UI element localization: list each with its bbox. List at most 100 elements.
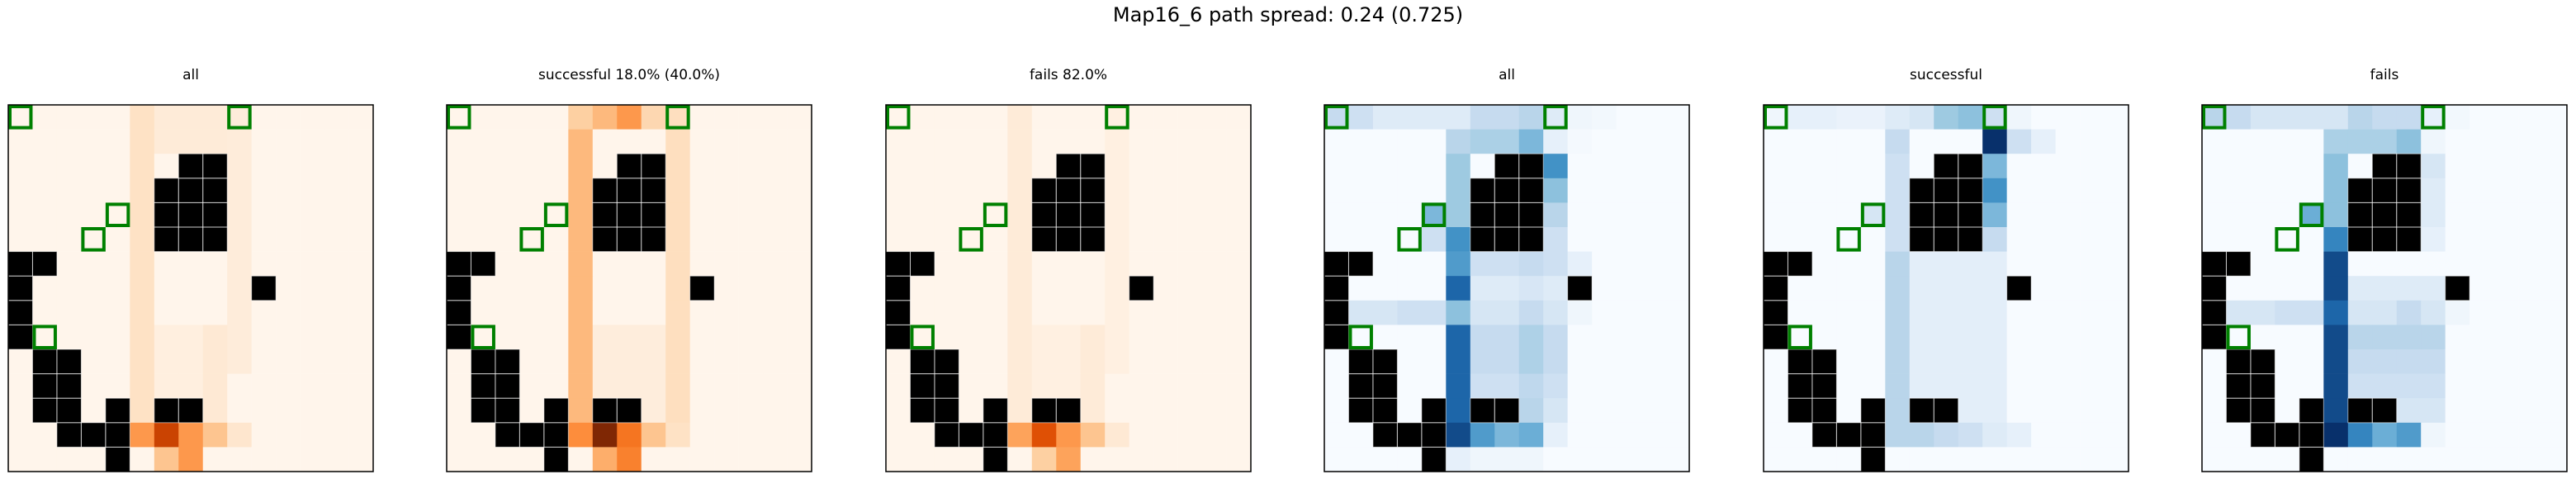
heat-cell <box>130 349 155 374</box>
heat-cell <box>1324 227 1349 252</box>
heat-cell <box>1567 251 1593 277</box>
heat-cell <box>1080 447 1106 472</box>
heat-cell <box>495 325 520 350</box>
heat-cell <box>1177 373 1203 399</box>
heat-cell <box>665 349 690 374</box>
heat-cell <box>1567 373 1593 399</box>
heat-cell <box>1031 300 1057 325</box>
wall-cell <box>2396 154 2422 179</box>
wall-cell <box>1056 154 1082 179</box>
heat-cell <box>738 349 764 374</box>
wall-cell <box>2250 349 2275 374</box>
heat-cell <box>1446 325 1471 350</box>
heat-cell <box>1788 447 1813 472</box>
heat-cell <box>2031 422 2056 448</box>
wall-cell <box>543 447 569 472</box>
heat-cell <box>714 300 739 325</box>
heat-cell <box>1909 276 1934 301</box>
heat-cell <box>934 251 959 277</box>
heat-cell <box>1080 398 1106 424</box>
wall-cell <box>910 349 935 374</box>
heat-cell <box>2275 154 2300 179</box>
heat-cell <box>2104 227 2129 252</box>
heat-cell <box>689 447 715 472</box>
heat-cell <box>1202 373 1227 399</box>
heat-cell <box>2493 349 2519 374</box>
heat-cell <box>2372 251 2398 277</box>
heat-cell <box>1543 178 1568 203</box>
goal-marker <box>959 227 983 252</box>
heat-cell <box>1372 105 1398 130</box>
heat-cell <box>2347 129 2373 154</box>
heat-cell <box>519 227 545 252</box>
heat-cell <box>2445 154 2470 179</box>
heat-cell <box>910 129 935 154</box>
heat-cell <box>1982 251 2007 277</box>
wall-cell <box>1080 178 1106 203</box>
heat-cell <box>738 447 764 472</box>
heat-cell <box>1811 178 1837 203</box>
heat-cell <box>2031 349 2056 374</box>
wall-cell <box>1348 398 1374 424</box>
heat-cell <box>1518 325 1544 350</box>
heat-cell <box>2275 202 2300 228</box>
heat-cell <box>1982 202 2007 228</box>
wall-cell <box>8 300 33 325</box>
heat-cell <box>1592 227 1617 252</box>
heat-cell <box>763 251 788 277</box>
goal-marker <box>1421 202 1447 228</box>
heat-cell <box>1007 154 1033 179</box>
heat-cell <box>1641 105 1665 130</box>
heatmap-panel <box>7 104 374 472</box>
goal-marker <box>1397 227 1422 252</box>
goal-marker <box>1788 325 1812 349</box>
wall-cell <box>2226 373 2252 399</box>
heat-cell <box>2055 129 2081 154</box>
heat-cell <box>1616 447 1641 472</box>
heat-cell <box>348 227 374 252</box>
wall-cell <box>1494 398 1520 424</box>
wall-cell <box>447 300 471 325</box>
heat-cell <box>2542 227 2568 252</box>
panel-title: all <box>1499 67 1515 83</box>
heat-cell <box>1226 276 1252 301</box>
heat-cell <box>2323 227 2349 252</box>
goal-marker <box>543 202 569 228</box>
heat-cell <box>105 227 130 252</box>
heat-cell <box>1348 105 1374 130</box>
wall-cell <box>641 227 666 252</box>
heat-cell <box>202 398 228 424</box>
wall-cell <box>1372 422 1398 448</box>
heat-cell <box>1348 178 1374 203</box>
heat-cell <box>130 105 155 130</box>
heat-cell <box>2469 398 2494 424</box>
heat-cell <box>2493 422 2519 448</box>
wall-cell <box>1080 154 1106 179</box>
heat-cell <box>2104 325 2129 350</box>
heat-cell <box>2202 398 2227 424</box>
heat-cell <box>2275 349 2300 374</box>
wall-cell <box>32 251 58 277</box>
heat-cell <box>1641 422 1665 448</box>
heat-cell <box>251 251 277 277</box>
heat-cell <box>1007 202 1033 228</box>
heat-cell <box>348 422 374 448</box>
heat-cell <box>543 373 569 399</box>
heat-cell <box>202 251 228 277</box>
heat-cell <box>348 398 374 424</box>
heat-cell <box>763 349 788 374</box>
heat-cell <box>32 276 58 301</box>
wall-cell <box>1934 398 1959 424</box>
heat-cell <box>1958 300 1983 325</box>
wall-grid-line <box>641 226 666 253</box>
heat-cell <box>689 202 715 228</box>
heat-cell <box>1105 300 1129 325</box>
heat-cell <box>2445 398 2470 424</box>
heat-cell <box>2372 373 2398 399</box>
heat-cell <box>1982 447 2007 472</box>
heat-cell <box>1811 227 1837 252</box>
heat-cell <box>1153 105 1178 130</box>
heat-cell <box>276 300 301 325</box>
heat-cell <box>641 349 666 374</box>
heat-cell <box>665 373 690 399</box>
